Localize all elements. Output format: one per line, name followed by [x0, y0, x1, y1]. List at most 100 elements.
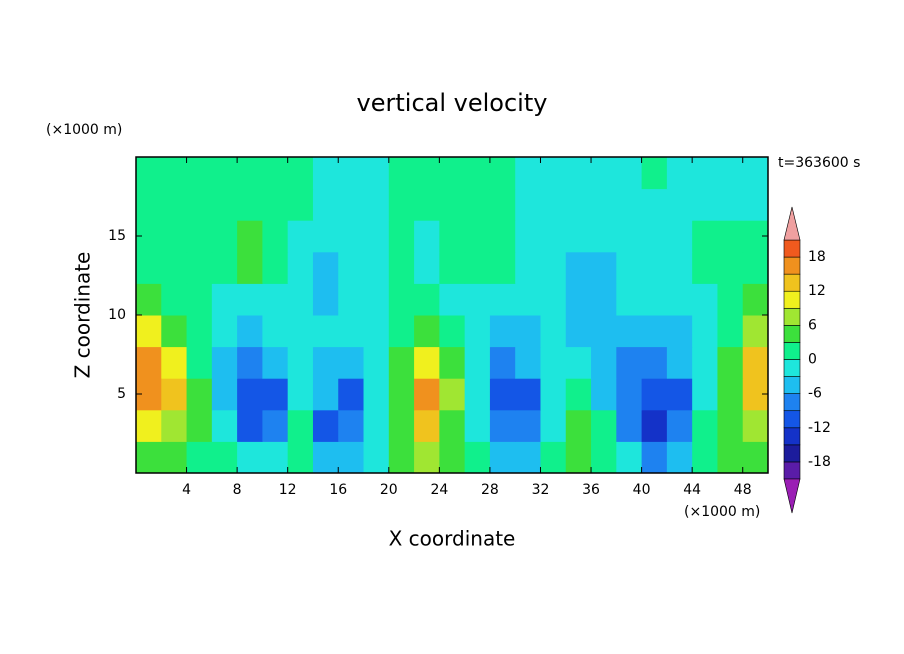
contour-cell: [388, 441, 415, 474]
contour-cell: [464, 378, 491, 411]
contour-cell: [540, 251, 567, 284]
contour-cell: [338, 346, 365, 379]
x-axis-label: X coordinate: [389, 527, 516, 551]
contour-cell: [439, 283, 466, 316]
x-tick-label: 4: [182, 482, 191, 498]
colorbar-label: 18: [808, 249, 826, 265]
contour-cell: [237, 378, 263, 411]
contour-cell: [515, 157, 541, 190]
contour-cell: [666, 315, 693, 348]
colorbar-label: -6: [808, 386, 822, 402]
contour-cell: [742, 315, 769, 348]
contour-cell: [388, 157, 415, 190]
contour-cell: [186, 188, 213, 221]
colorbar-box: [783, 461, 801, 480]
contour-cell: [565, 220, 592, 253]
contour-cell: [186, 378, 213, 411]
contour-cell: [464, 315, 491, 348]
contour-cell: [540, 157, 567, 190]
contour-cell: [565, 378, 592, 411]
contour-cell: [237, 441, 263, 474]
x-tick-label: 48: [734, 482, 752, 498]
contour-cell: [616, 157, 643, 190]
contour-cell: [565, 409, 592, 442]
contour-cell: [515, 441, 541, 474]
colorbar-box: [783, 307, 801, 326]
colorbar-under: [783, 478, 801, 514]
contour-cell: [591, 283, 617, 316]
colorbar-box: [783, 427, 801, 446]
contour-cell: [262, 220, 289, 253]
contour-cell: [489, 157, 516, 190]
time-label: t=363600 s: [778, 155, 860, 171]
contour-cell: [388, 409, 415, 442]
contour-cell: [136, 346, 162, 379]
colorbar-box: [783, 393, 801, 412]
contour-cell: [515, 378, 541, 411]
contour-cell: [211, 315, 238, 348]
contour-cell: [666, 251, 693, 284]
contour-cell: [338, 378, 365, 411]
colorbar-box: [783, 239, 801, 258]
contour-cell: [363, 283, 390, 316]
contour-cell: [489, 251, 516, 284]
contour-cell: [136, 315, 162, 348]
contour-cell: [237, 157, 263, 190]
contour-cell: [312, 220, 339, 253]
contour-cell: [262, 157, 289, 190]
contour-cell: [186, 315, 213, 348]
contour-cell: [338, 283, 365, 316]
contour-cell: [388, 315, 415, 348]
contour-cell: [414, 157, 440, 190]
contour-cell: [312, 315, 339, 348]
x-tick-label: 32: [532, 482, 550, 498]
colorbar-label: 12: [808, 283, 826, 299]
contour-cell: [591, 220, 617, 253]
colorbar-box: [783, 290, 801, 309]
x-tick-label: 12: [279, 482, 297, 498]
contour-cell: [666, 409, 693, 442]
contour-cell: [211, 378, 238, 411]
contour-cell: [692, 283, 718, 316]
contour-cell: [262, 409, 289, 442]
contour-cell: [186, 441, 213, 474]
contour-cell: [414, 188, 440, 221]
contour-cell: [338, 188, 365, 221]
contour-cell: [287, 409, 314, 442]
x-tick-label: 8: [233, 482, 242, 498]
contour-cell: [237, 188, 263, 221]
contour-cell: [641, 378, 668, 411]
contour-cell: [186, 409, 213, 442]
contour-cell: [211, 220, 238, 253]
y-tick-label: 15: [108, 228, 126, 244]
contour-cell: [464, 220, 491, 253]
contour-cell: [489, 220, 516, 253]
contour-cell: [540, 220, 567, 253]
x-tick-label: 20: [380, 482, 398, 498]
contour-cell: [161, 409, 188, 442]
contour-cell: [262, 315, 289, 348]
contour-cell: [338, 315, 365, 348]
contour-cell: [641, 441, 668, 474]
contour-cell: [692, 315, 718, 348]
contour-cell: [540, 441, 567, 474]
contour-cell: [363, 378, 390, 411]
colorbar-label: 6: [808, 317, 817, 333]
contour-cell: [439, 378, 466, 411]
contour-cell: [641, 251, 668, 284]
contour-cell: [312, 157, 339, 190]
contour-cell: [161, 251, 188, 284]
contour-cell: [312, 409, 339, 442]
colorbar-box: [783, 325, 801, 343]
contour-cell: [136, 157, 162, 190]
contour-cell: [338, 251, 365, 284]
contour-cell: [287, 441, 314, 474]
contour-cell: [388, 188, 415, 221]
colorbar-label: 0: [808, 352, 817, 368]
y-tick-label: 10: [108, 307, 126, 323]
colorbar-label: -18: [808, 454, 831, 470]
contour-cell: [363, 157, 390, 190]
contour-cell: [439, 188, 466, 221]
contour-cell: [161, 283, 188, 316]
